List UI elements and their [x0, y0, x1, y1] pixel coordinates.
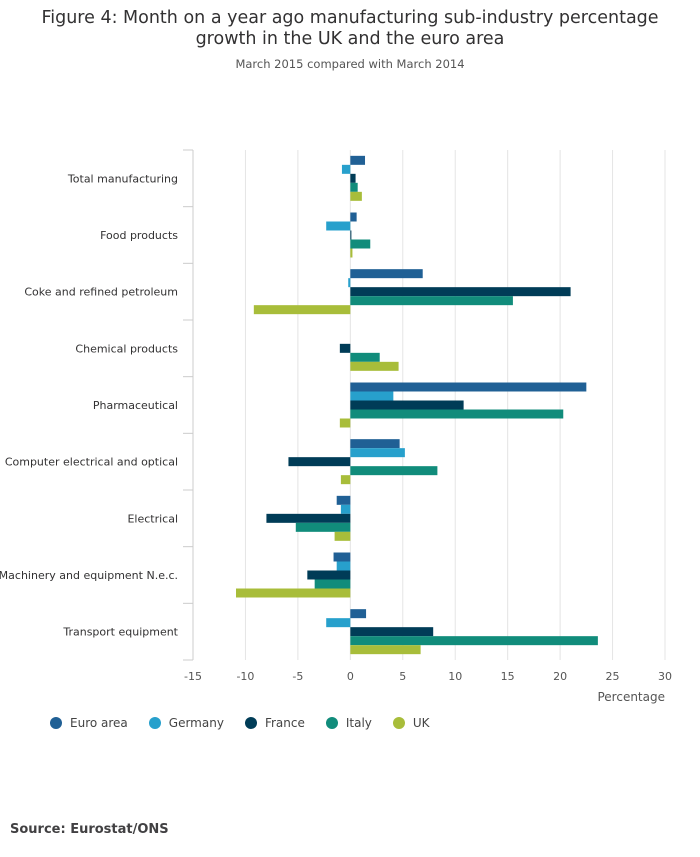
category-label-5: Computer electrical and optical: [5, 456, 178, 469]
x-tick-label-4: 5: [399, 670, 406, 683]
chart-title-line-2: growth in the UK and the euro area: [195, 29, 505, 49]
bar-france-2: [350, 287, 571, 297]
legend-label: Italy: [345, 716, 372, 730]
x-tick-label-7: 20: [553, 670, 567, 683]
bar-germany-2: [348, 278, 351, 288]
bar-euro-area-0: [350, 155, 366, 165]
chart-title: Figure 4: Month on a year ago manufactur…: [0, 8, 700, 50]
bar-italy-6: [295, 522, 351, 532]
bar-euro-area-1: [350, 212, 357, 222]
bar-uk-7: [236, 588, 351, 598]
category-label-0: Total manufacturing: [67, 172, 178, 185]
legend-item-germany: Germany: [148, 716, 224, 730]
x-tick-label-9: 30: [658, 670, 672, 683]
legend-label: Germany: [168, 716, 224, 730]
bar-uk-2: [253, 305, 351, 315]
bar-uk-3: [350, 361, 399, 371]
bar-uk-4: [339, 418, 351, 428]
legend-swatch: [50, 717, 62, 729]
bar-uk-5: [340, 475, 351, 485]
bar-germany-6: [340, 504, 351, 514]
bar-uk-1: [350, 248, 353, 258]
bar-italy-4: [350, 409, 564, 419]
bar-france-5: [288, 457, 351, 467]
x-tick-label-3: 0: [347, 670, 354, 683]
bar-italy-1: [350, 239, 371, 249]
x-tick-label-1: -10: [236, 670, 254, 683]
legend-label: UK: [412, 716, 430, 730]
x-tick-label-5: 10: [448, 670, 462, 683]
x-tick-label-8: 25: [606, 670, 620, 683]
category-label-7: Machinery and equipment N.e.c.: [0, 569, 178, 582]
bar-chart: Total manufacturing Food products Coke and…: [0, 149, 672, 704]
legend-swatch: [325, 717, 338, 729]
chart-legend: Euro area Germany France Italy UK: [50, 716, 451, 730]
legend-item-italy: Italy: [325, 716, 372, 730]
category-label-2: Coke and refined petroleum: [24, 286, 178, 299]
bar-uk-0: [350, 191, 362, 201]
bar-italy-2: [350, 296, 513, 306]
bar-germany-4: [350, 391, 394, 401]
legend-swatch: [392, 717, 405, 729]
legend-swatch: [148, 717, 161, 729]
bar-italy-5: [350, 466, 438, 476]
bar-italy-7: [314, 579, 351, 589]
bar-germany-1: [326, 221, 351, 231]
bar-euro-area-5: [350, 439, 400, 449]
category-label-1: Food products: [100, 229, 178, 242]
bar-germany-0: [341, 164, 351, 174]
x-tick-label-6: 15: [501, 670, 515, 683]
bar-france-1: [350, 230, 352, 240]
legend-item-euro-area: Euro area: [50, 716, 128, 730]
x-tick-label-0: -15: [184, 670, 202, 683]
bar-euro-area-2: [350, 269, 423, 279]
bar-euro-area-8: [350, 609, 367, 619]
bar-france-7: [307, 570, 351, 580]
category-label-8: Transport equipment: [62, 626, 178, 639]
bar-france-8: [350, 627, 434, 637]
legend-label: France: [264, 716, 305, 730]
bar-italy-0: [350, 182, 358, 192]
bar-france-3: [339, 343, 351, 353]
bar-euro-area-6: [336, 495, 351, 505]
category-label-4: Pharmaceutical: [93, 399, 178, 412]
x-tick-label-2: -5: [292, 670, 303, 683]
bar-uk-6: [334, 531, 351, 541]
bar-france-4: [350, 400, 464, 410]
bar-italy-8: [350, 636, 598, 646]
bar-uk-8: [350, 645, 421, 655]
legend-swatch: [244, 717, 257, 729]
legend-item-uk: UK: [392, 716, 430, 730]
bar-italy-3: [350, 352, 380, 362]
bar-euro-area-7: [333, 552, 351, 562]
category-label-3: Chemical products: [75, 342, 178, 355]
chart-subtitle: March 2015 compared with March 2014: [235, 57, 465, 71]
chart-title-line-1: Figure 4: Month on a year ago manufactur…: [41, 8, 659, 28]
source-note: Source: Eurostat/ONS: [10, 822, 169, 837]
legend-label: Euro area: [70, 716, 128, 730]
bar-euro-area-4: [350, 382, 587, 392]
category-label-6: Electrical: [127, 512, 178, 525]
bar-germany-7: [336, 561, 351, 571]
legend-item-france: France: [244, 716, 305, 730]
bar-france-0: [350, 173, 356, 183]
bar-france-6: [266, 513, 351, 523]
bar-germany-5: [350, 448, 405, 458]
x-axis-title: Percentage: [597, 690, 665, 704]
bar-germany-8: [326, 618, 351, 628]
